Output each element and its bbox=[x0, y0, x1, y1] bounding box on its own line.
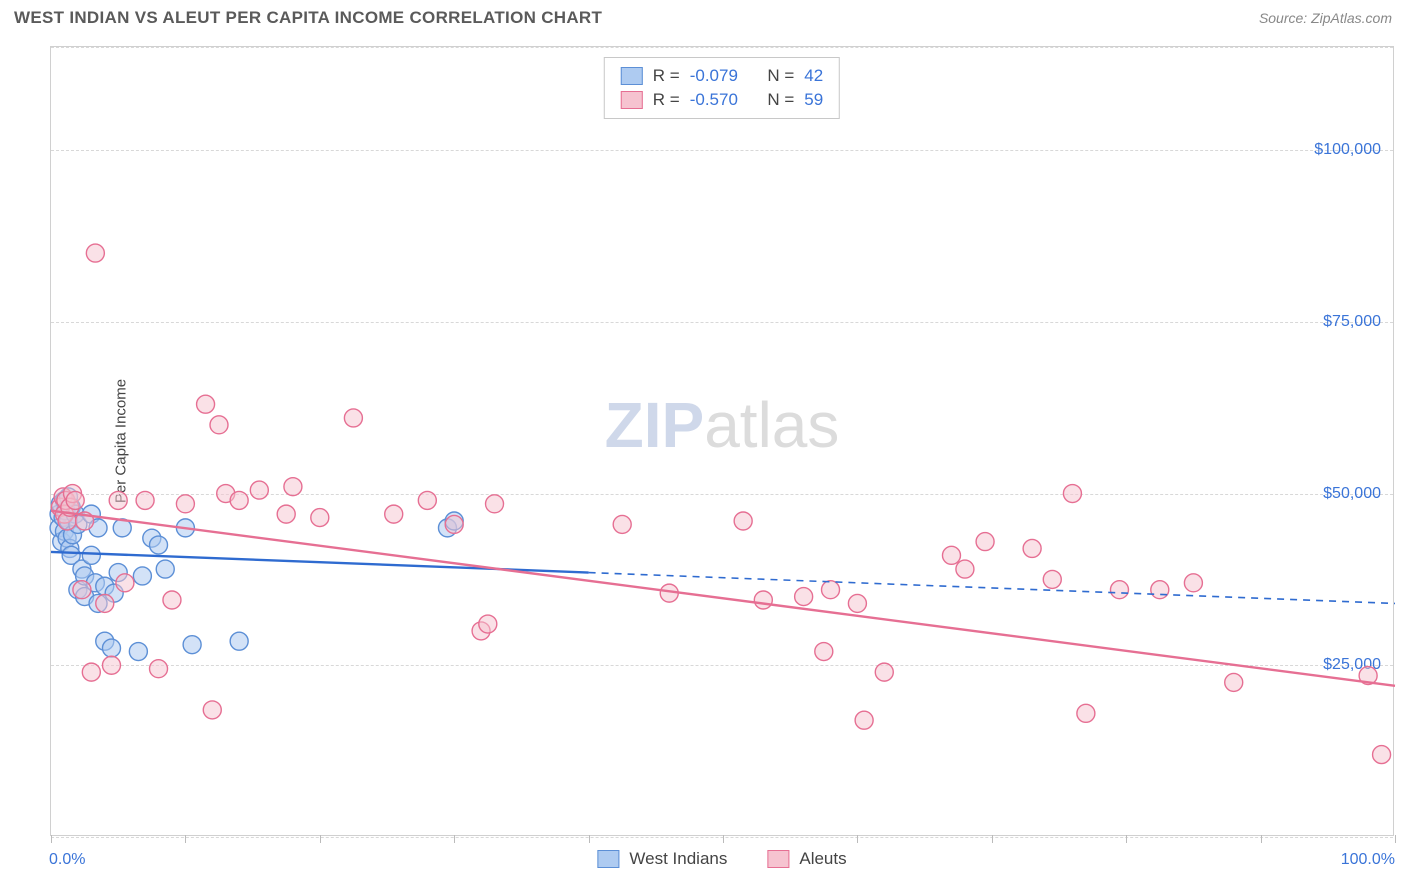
swatch-west-indian bbox=[621, 67, 643, 85]
data-point bbox=[445, 515, 463, 533]
data-point bbox=[156, 560, 174, 578]
scatter-plot bbox=[51, 47, 1393, 835]
chart-frame: Per Capita Income ZIPatlas $25,000$50,00… bbox=[50, 46, 1394, 836]
data-point bbox=[875, 663, 893, 681]
data-point bbox=[815, 643, 833, 661]
data-point bbox=[82, 546, 100, 564]
x-tick bbox=[1395, 835, 1396, 843]
data-point bbox=[1043, 570, 1061, 588]
stats-row-aleut: R = -0.570 N = 59 bbox=[621, 88, 823, 112]
grid-line bbox=[51, 837, 1393, 838]
stats-legend-box: R = -0.079 N = 42 R = -0.570 N = 59 bbox=[604, 57, 840, 119]
data-point bbox=[197, 395, 215, 413]
data-point bbox=[136, 491, 154, 509]
x-tick bbox=[1126, 835, 1127, 843]
x-tick bbox=[185, 835, 186, 843]
data-point bbox=[102, 639, 120, 657]
data-point bbox=[163, 591, 181, 609]
data-point bbox=[203, 701, 221, 719]
data-point bbox=[86, 244, 104, 262]
n-value-aleut: 59 bbox=[804, 90, 823, 110]
data-point bbox=[116, 574, 134, 592]
data-point bbox=[150, 536, 168, 554]
data-point bbox=[613, 515, 631, 533]
data-point bbox=[82, 663, 100, 681]
data-point bbox=[96, 594, 114, 612]
data-point bbox=[418, 491, 436, 509]
r-label: R = bbox=[653, 90, 680, 110]
r-value-aleut: -0.570 bbox=[690, 90, 738, 110]
r-label: R = bbox=[653, 66, 680, 86]
legend-label-west-indian: West Indians bbox=[629, 849, 727, 869]
n-label: N = bbox=[767, 66, 794, 86]
x-axis-start-label: 0.0% bbox=[49, 851, 85, 869]
x-tick bbox=[723, 835, 724, 843]
n-value-west-indian: 42 bbox=[804, 66, 823, 86]
data-point bbox=[956, 560, 974, 578]
data-point bbox=[855, 711, 873, 729]
data-point bbox=[1151, 581, 1169, 599]
data-point bbox=[210, 416, 228, 434]
swatch-aleut bbox=[621, 91, 643, 109]
data-point bbox=[102, 656, 120, 674]
legend-label-aleut: Aleuts bbox=[799, 849, 846, 869]
legend-item-aleut: Aleuts bbox=[767, 849, 846, 869]
swatch-west-indian bbox=[597, 850, 619, 868]
data-point bbox=[795, 588, 813, 606]
data-point bbox=[311, 509, 329, 527]
x-tick bbox=[992, 835, 993, 843]
data-point bbox=[129, 643, 147, 661]
data-point bbox=[250, 481, 268, 499]
data-point bbox=[133, 567, 151, 585]
x-tick bbox=[857, 835, 858, 843]
trend-line bbox=[51, 511, 1395, 686]
data-point bbox=[183, 636, 201, 654]
data-point bbox=[976, 533, 994, 551]
source-label: Source: ZipAtlas.com bbox=[1259, 10, 1392, 26]
x-axis-end-label: 100.0% bbox=[1341, 851, 1395, 869]
data-point bbox=[230, 632, 248, 650]
data-point bbox=[66, 491, 84, 509]
bottom-legend: West Indians Aleuts bbox=[597, 849, 846, 869]
data-point bbox=[1023, 539, 1041, 557]
data-point bbox=[109, 491, 127, 509]
data-point bbox=[1063, 485, 1081, 503]
x-tick bbox=[1261, 835, 1262, 843]
swatch-aleut bbox=[767, 850, 789, 868]
data-point bbox=[486, 495, 504, 513]
stats-row-west-indian: R = -0.079 N = 42 bbox=[621, 64, 823, 88]
data-point bbox=[176, 495, 194, 513]
x-tick bbox=[589, 835, 590, 843]
x-tick bbox=[51, 835, 52, 843]
n-label: N = bbox=[767, 90, 794, 110]
data-point bbox=[1110, 581, 1128, 599]
data-point bbox=[344, 409, 362, 427]
trend-line-dashed bbox=[589, 573, 1395, 604]
chart-title: WEST INDIAN VS ALEUT PER CAPITA INCOME C… bbox=[14, 8, 602, 28]
x-tick bbox=[454, 835, 455, 843]
data-point bbox=[1184, 574, 1202, 592]
data-point bbox=[754, 591, 772, 609]
legend-item-west-indian: West Indians bbox=[597, 849, 727, 869]
data-point bbox=[1077, 704, 1095, 722]
data-point bbox=[73, 581, 91, 599]
data-point bbox=[1373, 746, 1391, 764]
data-point bbox=[734, 512, 752, 530]
data-point bbox=[822, 581, 840, 599]
data-point bbox=[230, 491, 248, 509]
data-point bbox=[277, 505, 295, 523]
data-point bbox=[150, 660, 168, 678]
r-value-west-indian: -0.079 bbox=[690, 66, 738, 86]
data-point bbox=[284, 478, 302, 496]
data-point bbox=[1225, 673, 1243, 691]
data-point bbox=[479, 615, 497, 633]
data-point bbox=[385, 505, 403, 523]
data-point bbox=[942, 546, 960, 564]
x-tick bbox=[320, 835, 321, 843]
data-point bbox=[848, 594, 866, 612]
